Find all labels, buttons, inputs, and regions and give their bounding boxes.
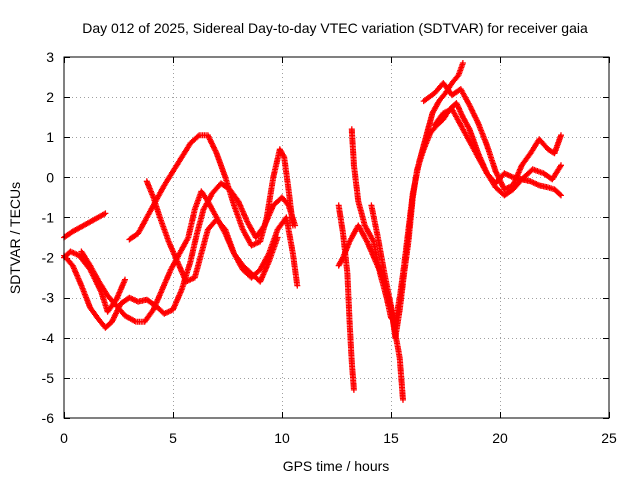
data-point	[558, 132, 564, 139]
y-axis-label: SDTVAR / TECUs	[7, 182, 23, 294]
series-track-A	[61, 210, 109, 241]
data-point	[101, 211, 108, 218]
y-tick-label: -5	[42, 370, 55, 386]
series-track-E	[126, 132, 296, 249]
series-track-L	[431, 106, 564, 199]
data-point	[496, 175, 502, 182]
x-tick-label: 0	[60, 430, 68, 446]
series-track-K	[420, 80, 564, 193]
axis-ticks	[64, 57, 610, 419]
data-point	[465, 124, 472, 131]
y-tick-label: -1	[42, 209, 55, 225]
x-tick-label: 20	[492, 430, 508, 446]
grid-lines	[64, 57, 609, 418]
data-point	[131, 318, 138, 324]
chart-title: Day 012 of 2025, Sidereal Day-to-day VTE…	[82, 20, 588, 36]
y-tick-label: -2	[42, 250, 55, 266]
data-point	[339, 255, 346, 262]
x-tick-label: 10	[274, 430, 290, 446]
x-tick-label: 25	[601, 430, 617, 446]
x-tick-labels: 0 5 10 15 20 25	[60, 430, 617, 446]
data-point	[350, 386, 357, 393]
y-tick-label: -4	[42, 330, 55, 346]
data-point	[102, 210, 109, 217]
data-point	[459, 60, 466, 66]
data-point	[400, 396, 406, 403]
data-point	[558, 162, 564, 169]
y-tick-labels: -6 -5 -4 -3 -2 -1 0 1 2 3	[42, 49, 55, 426]
y-tick-label: -3	[42, 290, 55, 306]
series-track-F	[143, 178, 281, 285]
y-tick-label: -6	[42, 410, 55, 426]
series-track-I	[348, 60, 466, 325]
data-point	[294, 282, 301, 289]
data-point	[289, 222, 296, 229]
x-tick-label: 15	[383, 430, 399, 446]
data-point	[558, 192, 564, 199]
data-point	[556, 191, 563, 198]
y-tick-label: 3	[46, 49, 54, 65]
x-tick-label: 5	[169, 430, 177, 446]
y-tick-label: 1	[46, 129, 54, 145]
y-tick-label: 2	[46, 89, 54, 105]
data-points	[61, 60, 564, 403]
y-tick-label: 0	[46, 169, 54, 185]
plot-frame	[63, 56, 610, 419]
x-axis-label: GPS time / hours	[283, 458, 390, 474]
data-point	[122, 276, 128, 283]
series-track-G	[335, 202, 357, 393]
data-point	[194, 133, 201, 140]
data-point	[274, 234, 281, 241]
